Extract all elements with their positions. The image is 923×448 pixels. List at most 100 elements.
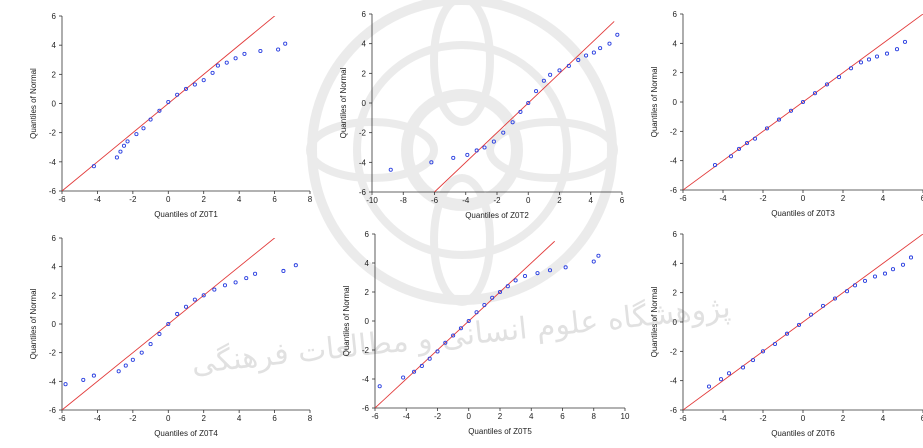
data-point xyxy=(201,293,206,298)
y-tick-label: 4 xyxy=(365,259,370,268)
y-tick-label: -6 xyxy=(670,186,678,195)
y-tick-label: -4 xyxy=(359,158,367,167)
reference-line xyxy=(434,21,615,192)
data-point xyxy=(718,377,724,382)
data-point xyxy=(474,310,479,315)
x-tick-label: -2 xyxy=(493,196,501,205)
data-point xyxy=(706,384,712,389)
x-axis-title: Quantiles of Z0T3 xyxy=(771,209,835,218)
data-point xyxy=(598,46,603,51)
data-point xyxy=(744,141,750,146)
data-point xyxy=(535,271,540,276)
data-point xyxy=(518,109,523,114)
x-tick-label: 6 xyxy=(620,196,625,205)
data-point xyxy=(772,341,778,347)
x-tick-label: -10 xyxy=(366,196,378,205)
data-point xyxy=(451,333,456,338)
data-point xyxy=(401,375,406,380)
x-tick-label: 8 xyxy=(308,195,313,204)
data-point xyxy=(858,60,864,65)
data-point xyxy=(242,51,247,56)
x-axis-title: Quantiles of Z0T5 xyxy=(468,427,532,436)
y-tick-label: 0 xyxy=(52,100,57,109)
data-point xyxy=(596,253,601,258)
data-point xyxy=(894,47,900,52)
x-tick-label: -4 xyxy=(462,196,470,205)
data-point xyxy=(224,60,229,65)
x-tick-label: 0 xyxy=(801,414,806,423)
data-point xyxy=(276,47,281,52)
data-point xyxy=(557,68,562,73)
data-point xyxy=(130,357,135,362)
data-point xyxy=(443,340,448,345)
data-point xyxy=(175,92,180,97)
x-tick-label: 4 xyxy=(529,412,534,421)
y-axis-title: Quantiles of Normal xyxy=(650,286,659,357)
y-tick-label: 2 xyxy=(673,289,678,298)
x-tick-label: -4 xyxy=(94,414,102,423)
data-point xyxy=(148,117,153,122)
data-point xyxy=(874,54,880,59)
x-tick-label: -4 xyxy=(94,195,102,204)
data-point xyxy=(591,50,596,55)
x-tick-label: 8 xyxy=(592,412,597,421)
y-tick-label: -2 xyxy=(49,129,57,138)
data-point xyxy=(776,117,782,122)
reference-line xyxy=(375,240,555,408)
data-point xyxy=(201,78,206,83)
data-point xyxy=(728,154,734,159)
data-point xyxy=(412,369,417,374)
x-tick-label: -2 xyxy=(434,412,442,421)
data-point xyxy=(123,363,128,368)
data-point xyxy=(820,303,826,308)
x-tick-label: 4 xyxy=(589,196,594,205)
y-tick-label: 4 xyxy=(673,39,678,48)
qq-panel-6: -6 -4 -2 0 2 4 6 -6 -4 -2 0 2 4 6 Quantiles of Z0T6 Qua… xyxy=(650,230,923,438)
data-point xyxy=(451,155,456,160)
y-axis-title: Quantiles of Normal xyxy=(650,66,659,137)
x-tick-label: -6 xyxy=(58,195,66,204)
data-point xyxy=(584,53,589,58)
data-point xyxy=(215,63,220,68)
data-point xyxy=(505,284,510,289)
reference-line xyxy=(62,16,276,191)
data-point xyxy=(862,278,868,283)
x-tick-label: -2 xyxy=(129,414,137,423)
data-point xyxy=(116,369,121,374)
data-point xyxy=(796,322,802,327)
x-tick-label: -8 xyxy=(400,196,408,205)
data-point xyxy=(244,276,249,281)
data-point xyxy=(526,100,531,106)
y-tick-label: -4 xyxy=(670,157,678,166)
data-point xyxy=(872,274,878,279)
x-tick-label: 2 xyxy=(498,412,503,421)
data-point xyxy=(808,312,814,317)
watermark-rosette xyxy=(306,0,618,306)
y-tick-label: 6 xyxy=(673,230,678,239)
y-tick-label: -6 xyxy=(49,406,57,415)
x-tick-label: -6 xyxy=(431,196,439,205)
x-tick-label: 4 xyxy=(237,195,242,204)
reference-line xyxy=(683,14,923,190)
data-point xyxy=(192,297,197,302)
x-tick-label: -4 xyxy=(403,412,411,421)
data-point xyxy=(848,66,854,71)
data-point xyxy=(157,331,162,337)
data-point xyxy=(510,120,515,125)
data-point xyxy=(497,289,503,295)
data-point xyxy=(534,89,539,94)
x-axis-title: Quantiles of Z0T1 xyxy=(154,210,218,219)
y-tick-label: 4 xyxy=(52,41,57,50)
x-tick-label: -4 xyxy=(719,194,727,203)
data-point xyxy=(183,86,189,91)
x-tick-label: 0 xyxy=(166,414,171,423)
y-tick-label: -2 xyxy=(362,346,370,355)
y-tick-label: 6 xyxy=(362,10,367,19)
data-point xyxy=(852,283,858,288)
data-point xyxy=(166,321,171,327)
data-point xyxy=(91,164,96,169)
y-tick-label: 2 xyxy=(52,70,57,79)
data-point xyxy=(222,283,228,288)
data-point xyxy=(465,152,470,157)
